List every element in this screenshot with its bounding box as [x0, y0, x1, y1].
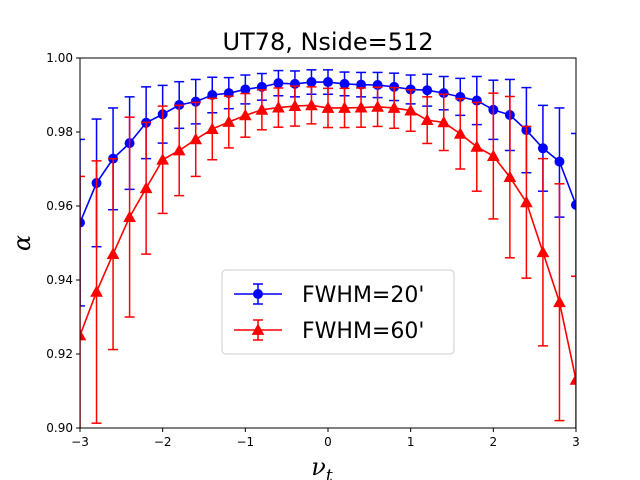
- x-tick-label: 1: [407, 435, 415, 449]
- data-point: [80, 217, 85, 228]
- data-point: [323, 77, 333, 88]
- data-point: [537, 143, 548, 154]
- axes: −3 −2 −1 0 1 2 3 0.90 0.92 0.94 0.96 0.98 1.00: [46, 51, 580, 449]
- data-point: [272, 101, 285, 113]
- data-point: [354, 101, 368, 113]
- y-tick-label: 0.98: [46, 125, 73, 139]
- data-point: [371, 100, 384, 112]
- x-tick-label: −3: [71, 435, 89, 449]
- legend-marker: [251, 323, 265, 335]
- y-tick-label: 1.00: [46, 51, 73, 65]
- data-point: [288, 99, 302, 111]
- x-axis-label-main: ν: [311, 453, 326, 480]
- data-point: [404, 104, 418, 116]
- data-point: [486, 149, 500, 161]
- data-point: [156, 153, 170, 165]
- legend-label: FWHM=60': [302, 319, 424, 344]
- chart-title: UT78, Nside=512: [222, 28, 433, 56]
- y-tick-label: 0.94: [46, 273, 73, 287]
- data-point: [422, 85, 433, 96]
- data-point: [503, 170, 517, 183]
- x-tick-label: 2: [490, 435, 498, 449]
- x-tick-label: −1: [236, 435, 254, 449]
- data-point: [387, 101, 401, 113]
- data-point: [420, 113, 434, 126]
- data-point: [437, 115, 451, 128]
- data-point: [470, 140, 484, 152]
- y-tick-label: 0.92: [46, 347, 73, 361]
- data-point: [536, 245, 550, 258]
- data-point: [306, 77, 317, 88]
- data-point: [222, 115, 236, 127]
- x-axis-label-subscript: t: [326, 466, 333, 480]
- data-point: [554, 156, 565, 167]
- data-point: [139, 181, 153, 194]
- data-point: [189, 132, 203, 145]
- data-point: [172, 143, 186, 156]
- data-point: [520, 195, 533, 208]
- y-axis-label: α: [8, 235, 36, 251]
- data-point: [569, 373, 576, 385]
- data-point: [238, 108, 252, 121]
- data-point: [338, 101, 351, 113]
- legend-marker: [253, 289, 263, 299]
- data-point: [205, 122, 219, 134]
- data-point: [453, 127, 467, 139]
- y-tick-label: 0.96: [46, 199, 73, 213]
- data-point: [305, 98, 318, 111]
- data-point: [123, 210, 136, 222]
- data-point: [339, 78, 350, 89]
- data-point: [321, 101, 335, 113]
- x-axis-label: νt: [311, 453, 333, 480]
- data-point: [255, 103, 269, 115]
- data-point: [90, 285, 103, 297]
- x-tick-label: 3: [572, 435, 580, 449]
- series-triangle: [80, 85, 576, 428]
- y-tick-label: 0.90: [46, 421, 73, 435]
- plot-content: [80, 69, 576, 428]
- legend-label: FWHM=20': [302, 283, 424, 308]
- data-point: [80, 328, 87, 341]
- data-point: [106, 247, 120, 259]
- data-point: [273, 78, 284, 89]
- data-point: [571, 199, 576, 210]
- legend-box: [221, 269, 455, 355]
- data-point: [240, 84, 251, 95]
- data-point: [553, 295, 566, 308]
- x-tick-label: −2: [154, 435, 172, 449]
- x-tick-label: 0: [324, 435, 332, 449]
- legend: FWHM=20' FWHM=60': [221, 269, 455, 355]
